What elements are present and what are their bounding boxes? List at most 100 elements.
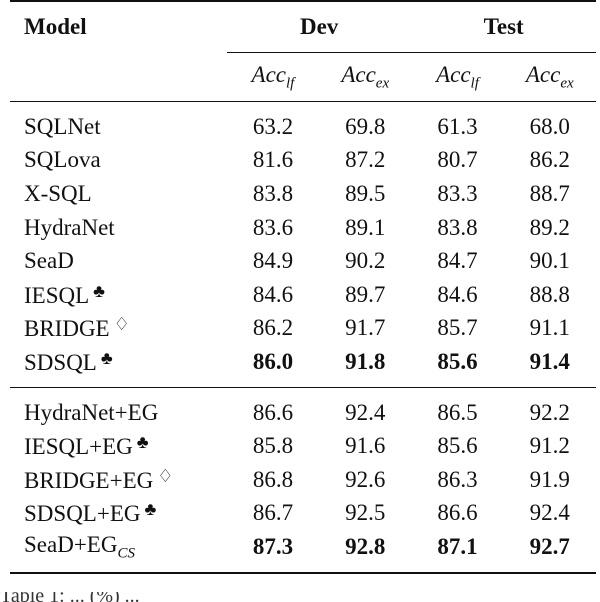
value-cell: 86.3 <box>437 466 478 492</box>
results-table-container: Model Dev Test Acclf Accex Acclf Accex S… <box>10 0 596 574</box>
value-cell: 92.8 <box>345 533 386 559</box>
model-name-cell: BRIDGE+EG ♢ <box>10 463 227 497</box>
value-cell: 92.7 <box>529 533 570 559</box>
value-cell: 92.6 <box>345 466 386 492</box>
club-mark-icon: ♣ <box>144 499 157 520</box>
model-name-cell: SeaD <box>10 244 227 278</box>
value-cell: 84.6 <box>252 281 294 307</box>
model-name-cell: IESQL+EG ♣ <box>10 429 227 463</box>
table-row: BRIDGE ♢ 86.2 91.7 85.7 91.1 <box>10 312 596 346</box>
value-cell: 84.6 <box>437 281 478 307</box>
model-name: BRIDGE <box>24 316 110 342</box>
value-cell: 89.1 <box>345 214 386 240</box>
model-name-cell: SQLova <box>10 144 227 178</box>
model-name: SQLova <box>24 147 101 173</box>
model-name: SeaD <box>24 248 74 274</box>
table-row: SDSQL ♣ 86.0 91.8 85.6 91.4 <box>10 345 596 387</box>
table-row: SDSQL+EG ♣ 86.7 92.5 86.6 92.4 <box>10 497 596 531</box>
execution-guided-section: HydraNet+EG 86.6 92.4 86.5 92.2 IESQL+EG ♣ 85.8… <box>10 387 596 573</box>
metric-header-dev-lf: Acclf <box>251 61 295 92</box>
value-cell: 86.0 <box>252 348 294 374</box>
value-cell: 86.5 <box>437 399 478 425</box>
value-cell: 61.3 <box>437 113 478 139</box>
club-mark-icon: ♣ <box>93 280 105 301</box>
model-name: X-SQL <box>24 180 92 206</box>
value-cell: 92.4 <box>529 500 570 526</box>
value-cell: 90.1 <box>529 248 570 274</box>
value-cell: 89.2 <box>529 214 570 240</box>
model-name: SQLNet <box>24 113 101 139</box>
table-row: IESQL+EG ♣ 85.8 91.6 85.6 91.2 <box>10 429 596 463</box>
value-cell: 86.2 <box>529 147 570 173</box>
value-cell: 87.1 <box>437 533 478 559</box>
value-cell: 69.8 <box>345 113 386 139</box>
metric-header-test-lf: Acclf <box>436 61 479 92</box>
model-name-cell: X-SQL <box>10 177 227 211</box>
model-name-cell: SeaD+EGCS <box>10 530 227 573</box>
table-row: SQLova 81.6 87.2 80.7 86.2 <box>10 144 596 178</box>
table-row: SeaD 84.9 90.2 84.7 90.1 <box>10 244 596 278</box>
value-cell: 91.9 <box>529 466 570 492</box>
club-mark-icon: ♣ <box>100 347 113 368</box>
value-cell: 91.7 <box>345 315 386 341</box>
model-name: BRIDGE+EG <box>24 467 154 493</box>
table-row: SQLNet 63.2 69.8 61.3 68.0 <box>10 102 596 144</box>
model-name: HydraNet+EG <box>24 399 159 425</box>
table-row: SeaD+EGCS 87.3 92.8 87.1 92.7 <box>10 530 596 573</box>
value-cell: 83.8 <box>437 214 478 240</box>
test-group-header: Test <box>411 1 596 53</box>
model-name-cell: SDSQL+EG ♣ <box>10 497 227 531</box>
table-row: HydraNet+EG 86.6 92.4 86.5 92.2 <box>10 387 596 429</box>
value-cell: 86.6 <box>252 399 294 425</box>
value-cell: 85.6 <box>437 348 478 374</box>
model-name: HydraNet <box>24 214 115 240</box>
value-cell: 89.7 <box>345 281 386 307</box>
value-cell: 91.2 <box>529 433 570 459</box>
header-row-groups: Model Dev Test <box>10 1 596 53</box>
value-cell: 85.7 <box>437 315 478 341</box>
diamond-mark-icon: ♢ <box>113 314 130 335</box>
value-cell: 81.6 <box>252 147 294 173</box>
model-header: Model <box>24 14 87 40</box>
caption-fragment: Table 1: ... (%) ... <box>0 592 600 602</box>
metric-header-dev-ex: Accex <box>341 61 390 92</box>
value-cell: 92.4 <box>345 399 386 425</box>
table-row: BRIDGE+EG ♢ 86.8 92.6 86.3 91.9 <box>10 463 596 497</box>
table-row: IESQL ♣ 84.6 89.7 84.6 88.8 <box>10 278 596 312</box>
metric-header-test-ex: Accex <box>525 61 574 92</box>
value-cell: 83.8 <box>252 180 294 206</box>
value-cell: 83.6 <box>252 214 294 240</box>
value-cell: 85.8 <box>252 433 294 459</box>
table-row: X-SQL 83.8 89.5 83.3 88.7 <box>10 177 596 211</box>
model-name-subscript: CS <box>117 545 135 562</box>
value-cell: 86.8 <box>252 466 294 492</box>
value-cell: 88.8 <box>529 281 570 307</box>
model-name-cell: BRIDGE ♢ <box>10 312 227 346</box>
model-name-cell: SDSQL ♣ <box>10 345 227 387</box>
model-name-cell: SQLNet <box>10 102 227 144</box>
model-name-cell: HydraNet+EG <box>10 387 227 429</box>
value-cell: 84.7 <box>437 248 478 274</box>
model-name: IESQL <box>24 282 90 308</box>
model-name-cell: IESQL ♣ <box>10 278 227 312</box>
value-cell: 91.4 <box>529 348 570 374</box>
model-name: IESQL+EG <box>24 434 133 460</box>
model-header-spacer <box>10 53 227 102</box>
value-cell: 92.5 <box>345 500 386 526</box>
value-cell: 88.7 <box>529 180 570 206</box>
results-table: Model Dev Test Acclf Accex Acclf Accex S… <box>10 0 596 574</box>
model-name: SDSQL+EG <box>24 501 141 527</box>
value-cell: 91.6 <box>345 433 386 459</box>
value-cell: 86.2 <box>252 315 294 341</box>
model-name: SeaD+EG <box>24 531 118 557</box>
value-cell: 80.7 <box>437 147 478 173</box>
value-cell: 87.3 <box>252 533 294 559</box>
baseline-section: SQLNet 63.2 69.8 61.3 68.0 SQLova 81.6 87.2 80.7… <box>10 101 596 388</box>
value-cell: 91.1 <box>529 315 570 341</box>
value-cell: 91.8 <box>345 348 386 374</box>
value-cell: 84.9 <box>252 248 294 274</box>
value-cell: 83.3 <box>437 180 478 206</box>
value-cell: 63.2 <box>252 113 294 139</box>
value-cell: 68.0 <box>529 113 570 139</box>
club-mark-icon: ♣ <box>136 432 149 453</box>
